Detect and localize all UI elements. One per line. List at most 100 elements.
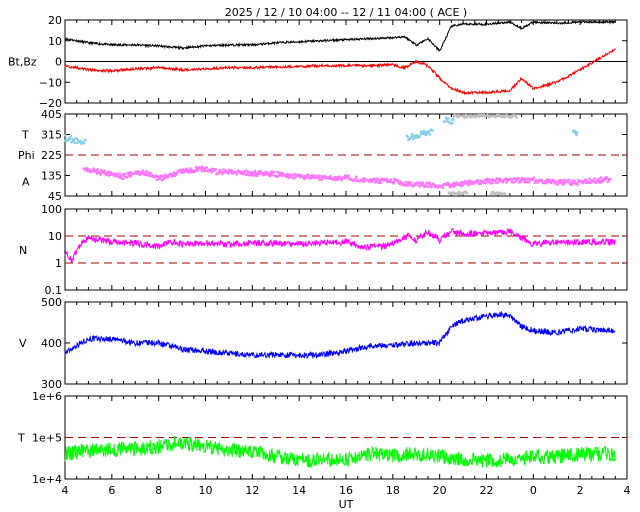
azimuth-point [109,171,113,174]
theta-point [410,133,414,136]
azimuth-point [253,174,256,178]
azimuth-point [371,180,374,183]
azimuth-point [277,174,281,177]
panel-frame [64,208,628,291]
azimuth-point [200,169,204,173]
azimuth-point [430,185,433,189]
azimuth-point [421,181,425,184]
azimuth-point [222,168,225,171]
azimuth-point [608,177,612,181]
y-tick-label: 315 [41,129,62,142]
y-tick-label: 10 [48,230,62,243]
azimuth-point [155,178,159,182]
theta-point [412,137,415,141]
theta-point [75,137,78,140]
theta-point [406,135,410,139]
azimuth-point [573,179,577,182]
azimuth-point [501,180,505,184]
azimuth-point [512,181,515,184]
azimuth-point [288,176,291,180]
azimuth-point [570,183,574,186]
azimuth-point [548,178,551,181]
azimuth-point [424,184,428,187]
x-tick-label: 6 [108,484,115,497]
azimuth-point [172,171,175,174]
phi-point [515,116,519,119]
azimuth-point [514,179,518,183]
x-axis-label: UT [339,498,354,511]
x-tick-label: 10 [199,484,213,497]
x-tick-label: 0 [530,484,537,497]
azimuth-point [593,177,596,180]
x-tick-label: 4 [62,484,69,497]
azimuth-point [517,176,520,180]
azimuth-point [245,173,248,176]
azimuth-point [137,170,141,173]
azimuth-point [581,181,585,185]
y-axis-label-theta: T [21,129,29,142]
azimuth-point [142,171,146,174]
azimuth-point [128,170,132,174]
azimuth-point [116,172,119,176]
theta-point [422,129,426,133]
x-tick-label: 2 [577,484,584,497]
chart-title: 2025 / 12 / 10 04:00 -- 12 / 11 04:00 ( … [225,6,467,19]
azimuth-point [333,176,337,179]
azimuth-point [293,176,297,179]
series-density-line [64,227,616,264]
azimuth-point [426,185,430,189]
theta-point [451,121,454,125]
x-tick-label: 18 [386,484,400,497]
theta-point [575,131,579,134]
azimuth-point [441,186,445,190]
azimuth-point [332,178,336,182]
y-tick-label: 1 [55,257,62,270]
theta-point [427,130,431,133]
y-tick-label: 0 [55,56,62,69]
azimuth-point [96,168,100,171]
y-tick-label: 1e+4 [32,473,62,486]
y-tick-label: 0.1 [45,284,63,297]
y-axis-label-azimuth: A [22,176,30,189]
azimuth-point [196,169,199,173]
azimuth-point [460,180,464,184]
y-axis-label: Bt,Bz [8,56,37,69]
azimuth-point [217,172,220,175]
azimuth-point [189,167,192,170]
azimuth-point [509,177,513,181]
theta-point [64,134,68,137]
azimuth-point [279,171,282,175]
azimuth-point [253,169,257,173]
azimuth-point [123,172,127,176]
azimuth-point [597,177,600,181]
azimuth-point [416,181,420,185]
azimuth-point [235,173,239,176]
y-tick-label: 135 [41,170,62,183]
y-tick-label: 10 [48,35,62,48]
phi-point [457,190,461,194]
x-tick-label: 4 [624,484,631,497]
azimuth-point [104,173,108,177]
azimuth-point [504,177,508,180]
azimuth-point [120,174,123,177]
theta-point [443,120,447,123]
azimuth-point [468,183,472,186]
azimuth-point [204,169,207,173]
azimuth-point [268,174,272,178]
azimuth-point [128,172,131,176]
azimuth-point [161,174,164,177]
azimuth-point [567,178,571,182]
theta-point [418,134,422,137]
theta-point [69,135,72,138]
y-tick-label: 1e+5 [32,432,62,445]
theta-point [431,129,434,132]
azimuth-point [532,176,536,179]
azimuth-point [255,174,259,178]
y-axis-label: N [19,244,27,257]
azimuth-point [461,184,465,187]
azimuth-point [118,172,121,175]
theta-point [575,133,578,137]
azimuth-point [489,181,492,185]
azimuth-point [214,168,218,171]
theta-point [68,137,72,141]
